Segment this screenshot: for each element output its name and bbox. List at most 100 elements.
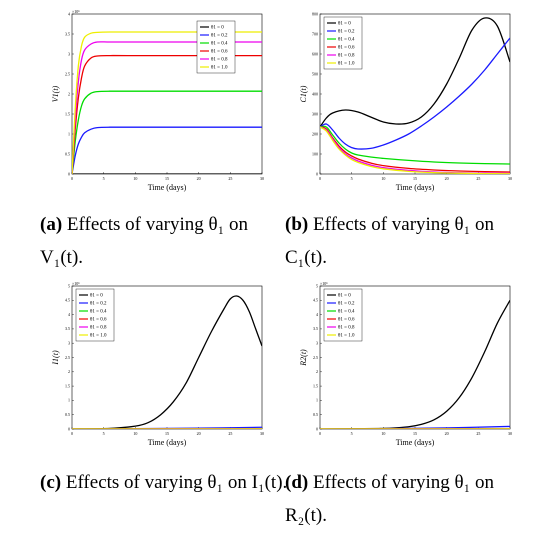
y-tick-label: 500 xyxy=(312,71,318,76)
chart-c1: 0 5 10 15 20 25 30 0 100 200 300 400 500 600 700 800 Tim… xyxy=(285,6,525,206)
legend-label-1: θ1 = 0.2 xyxy=(338,302,355,307)
caption-c-label: (c) xyxy=(40,472,62,493)
legend-label-4: θ1 = 0.8 xyxy=(338,326,355,331)
legend-label-0: θ1 = 0 xyxy=(211,26,224,31)
caption-d-label: (d) xyxy=(285,472,309,493)
x-tick-label: 20 xyxy=(197,431,201,436)
legend-box xyxy=(323,288,363,342)
x-tick-label: 5 xyxy=(103,431,105,436)
x-tick-label: 20 xyxy=(445,431,449,436)
y-exponent-label: ×10⁶ xyxy=(72,9,80,14)
legend: θ1 = 0 θ1 = 0.2 θ1 = 0.4 θ1 = 0.6 θ1 = 0.8 θ1… xyxy=(75,288,115,342)
series-line-4 xyxy=(72,41,262,174)
legend-label-5: θ1 = 1.0 xyxy=(90,334,107,339)
legend: θ1 = 0 θ1 = 0.2 θ1 = 0.4 θ1 = 0.6 θ1 = 0.8 θ1… xyxy=(196,20,236,74)
y-tick-label: 2.5 xyxy=(313,355,318,360)
x-tick-label: 10 xyxy=(381,176,385,181)
y-tick-label: 0 xyxy=(68,426,70,431)
legend-label-3: θ1 = 0.6 xyxy=(338,46,355,51)
legend: θ1 = 0 θ1 = 0.2 θ1 = 0.4 θ1 = 0.6 θ1 = 0.8 θ1… xyxy=(323,16,363,70)
y-exponent-label: ×10⁶ xyxy=(72,281,80,286)
chart-i1: 0 5 10 15 20 25 30 0 0.5 1 1.5 2 2.5 3 3.5 4 4.5 5 ×10⁶ Tim… xyxy=(40,278,280,468)
x-tick-label: 30 xyxy=(508,431,512,436)
y-tick-label: 4 xyxy=(68,11,70,16)
legend-box xyxy=(75,288,115,342)
x-tick-label: 0 xyxy=(71,431,73,436)
x-tick-label: 10 xyxy=(133,176,137,181)
y-tick-label: 1 xyxy=(316,398,318,403)
legend-label-3: θ1 = 0.6 xyxy=(338,318,355,323)
x-tick-label: 15 xyxy=(413,431,417,436)
legend-label-1: θ1 = 0.2 xyxy=(338,30,355,35)
x-tick-label: 5 xyxy=(351,176,353,181)
series-line-2 xyxy=(320,125,510,165)
y-exponent-label: ×10⁶ xyxy=(320,281,328,286)
y-tick-label: 0.5 xyxy=(65,151,70,156)
y-tick-label: 2.5 xyxy=(65,71,70,76)
x-tick-label: 0 xyxy=(71,176,73,181)
series-line-0 xyxy=(320,299,510,429)
caption-a-text: Effects of varying θ₁ on V₁(t). xyxy=(40,214,248,268)
y-tick-label: 4 xyxy=(316,312,318,317)
x-axis-title: Time (days) xyxy=(396,438,435,447)
y-axis-title: I1(t) xyxy=(51,350,60,366)
x-tick-label: 15 xyxy=(413,176,417,181)
y-tick-label: 1 xyxy=(68,131,70,136)
y-axis-title: V1(t) xyxy=(51,85,60,102)
x-tick-label: 15 xyxy=(165,431,169,436)
caption-c: (c) Effects of varying θ₁ on I₁(t). xyxy=(40,466,290,499)
y-tick-label: 2.5 xyxy=(65,355,70,360)
x-tick-label: 10 xyxy=(381,431,385,436)
caption-b-label: (b) xyxy=(285,214,309,235)
y-tick-label: 3 xyxy=(68,341,70,346)
x-tick-label: 25 xyxy=(228,176,232,181)
caption-c-text: Effects of varying θ₁ on I₁(t). xyxy=(65,472,288,493)
y-tick-label: 3.5 xyxy=(65,326,70,331)
y-tick-label: 300 xyxy=(312,111,318,116)
y-tick-label: 0.5 xyxy=(313,412,318,417)
y-tick-label: 0 xyxy=(316,426,318,431)
legend-label-0: θ1 = 0 xyxy=(338,294,351,299)
x-tick-label: 25 xyxy=(228,431,232,436)
x-tick-label: 20 xyxy=(197,176,201,181)
y-tick-label: 600 xyxy=(312,51,318,56)
y-tick-label: 2 xyxy=(68,91,70,96)
legend-label-1: θ1 = 0.2 xyxy=(90,302,107,307)
legend-label-0: θ1 = 0 xyxy=(90,294,103,299)
x-tick-label: 15 xyxy=(165,176,169,181)
caption-b-text: Effects of varying θ₁ on C₁(t). xyxy=(285,214,495,268)
y-tick-label: 0 xyxy=(68,171,70,176)
legend-label-2: θ1 = 0.4 xyxy=(338,310,355,315)
legend-label-2: θ1 = 0.4 xyxy=(338,38,355,43)
y-tick-label: 4.5 xyxy=(313,298,318,303)
caption-d-text: Effects of varying θ₁ on R₂(t). xyxy=(285,472,495,526)
y-tick-label: 200 xyxy=(312,131,318,136)
series-line-5 xyxy=(72,31,262,174)
x-tick-label: 0 xyxy=(319,431,321,436)
legend-label-3: θ1 = 0.6 xyxy=(211,50,228,55)
y-tick-label: 100 xyxy=(312,151,318,156)
x-axis-title: Time (days) xyxy=(148,183,187,192)
caption-a: (a) Effects of varying θ₁ on V₁(t). xyxy=(40,208,290,274)
legend-label-2: θ1 = 0.4 xyxy=(211,42,228,47)
y-tick-label: 3.5 xyxy=(65,31,70,36)
chart-c1-svg: 0 5 10 15 20 25 300100200300400500600700800Tim… xyxy=(299,11,512,192)
legend-box xyxy=(196,20,236,74)
caption-a-label: (a) xyxy=(40,214,63,235)
y-tick-label: 3 xyxy=(68,51,70,56)
chart-r2: 0 5 10 15 20 25 30 0 0.5 1 1.5 2 2.5 3 3.5 4 4.5 5 ×10⁶ Tim… xyxy=(285,278,525,468)
legend-label-4: θ1 = 0.8 xyxy=(211,58,228,63)
legend-label-5: θ1 = 1.0 xyxy=(338,62,355,67)
y-tick-label: 1.5 xyxy=(65,383,70,388)
y-tick-label: 5 xyxy=(316,283,318,288)
y-tick-label: 4 xyxy=(68,312,70,317)
y-tick-label: 1 xyxy=(68,398,70,403)
series-line-3 xyxy=(72,54,262,174)
y-tick-label: 400 xyxy=(312,91,318,96)
y-tick-label: 4.5 xyxy=(65,298,70,303)
y-axis-title: R2(t) xyxy=(299,349,308,367)
x-tick-label: 30 xyxy=(508,176,512,181)
legend-label-4: θ1 = 0.8 xyxy=(338,54,355,59)
